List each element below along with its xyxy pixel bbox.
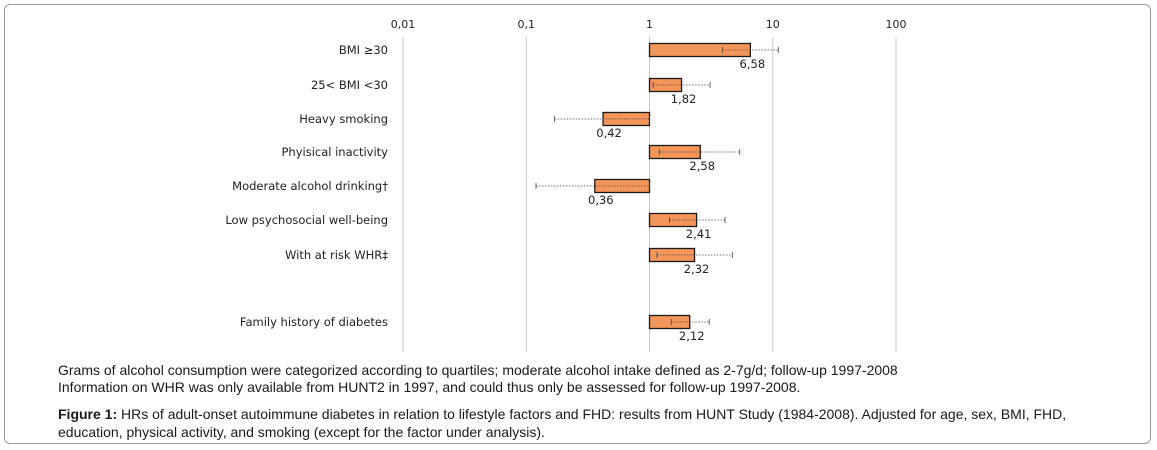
value-label: 1,82	[671, 92, 697, 106]
x-tick-label: 10	[766, 18, 780, 31]
category-label: BMI ≥30	[339, 43, 388, 57]
forest-chart: 0,01 0,1 1 10 100 BMI ≥30 6,58 25< BMI <30 1,82 H…	[225, 18, 907, 352]
category-label: 25< BMI <30	[311, 78, 388, 92]
figure-caption: Figure 1: HRs of adult-onset autoimmune …	[58, 405, 1128, 441]
x-tick-label: 1	[646, 18, 653, 31]
category-label: With at risk WHR‡	[285, 248, 388, 262]
category-label: Low psychosocial well-being	[225, 213, 388, 227]
value-label: 2,58	[689, 159, 715, 173]
value-label: 0,42	[596, 126, 622, 140]
category-label: Moderate alcohol drinking†	[232, 179, 388, 193]
figure-frame	[4, 4, 1151, 444]
figure-notes: Grams of alcohol consumption were catego…	[58, 362, 1138, 396]
category-label: Phyisical inactivity	[281, 145, 388, 159]
value-label: 0,36	[588, 193, 614, 207]
x-tick-label: 0,1	[518, 18, 536, 31]
category-label: Heavy smoking	[299, 112, 388, 126]
caption-text: HRs of adult-onset autoimmune diabetes i…	[58, 406, 1067, 440]
value-label: 2,41	[686, 227, 712, 241]
value-label: 2,12	[679, 329, 705, 343]
value-label: 2,32	[684, 262, 710, 276]
x-tick-label: 0,01	[391, 18, 416, 31]
note-alcohol: Grams of alcohol consumption were catego…	[58, 362, 898, 378]
note-whr: Information on WHR was only available fr…	[58, 379, 801, 395]
x-tick-label: 100	[886, 18, 907, 31]
value-label: 6,58	[740, 57, 766, 71]
caption-label: Figure 1:	[58, 406, 118, 422]
category-label: Family history of diabetes	[240, 315, 388, 329]
